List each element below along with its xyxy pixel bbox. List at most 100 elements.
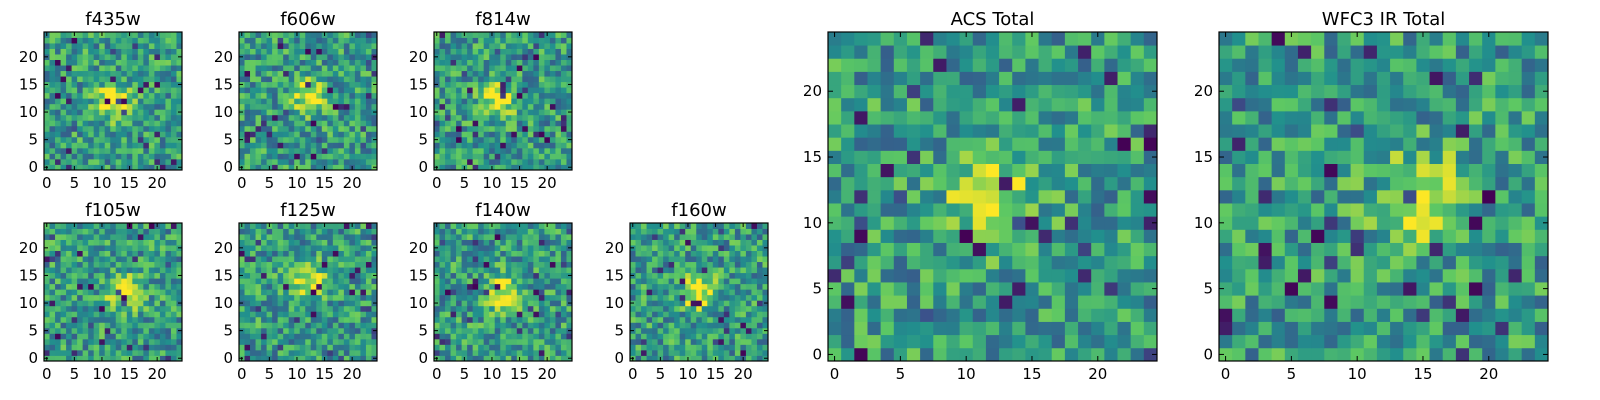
heatmap-cell (272, 81, 279, 88)
heatmap-cell (360, 239, 367, 246)
heatmap-cell (972, 203, 987, 217)
heatmap-cell (332, 147, 339, 154)
heatmap-cell (288, 349, 295, 356)
heatmap-cell (450, 234, 457, 240)
heatmap-cell (250, 153, 256, 160)
heatmap-cell (511, 65, 518, 72)
heatmap-cell (266, 272, 273, 279)
heatmap-cell (126, 147, 133, 154)
heatmap-cell (299, 43, 306, 49)
heatmap-cell (533, 322, 540, 329)
heatmap-cell (1051, 163, 1066, 178)
heatmap-cell (745, 234, 752, 240)
heatmap-cell (1012, 295, 1026, 309)
heatmap-cell (566, 43, 573, 49)
heatmap-cell (338, 333, 345, 340)
heatmap-cell (110, 349, 117, 356)
heatmap-cell (55, 32, 61, 38)
heatmap-cell (82, 272, 89, 279)
heatmap-cell (332, 81, 339, 88)
heatmap-cell (450, 294, 457, 301)
heatmap-cell (729, 250, 736, 257)
heatmap-cell (544, 278, 551, 285)
heatmap-cell (165, 109, 172, 116)
heatmap-cell (1104, 229, 1118, 243)
heatmap-cell (332, 338, 339, 345)
heatmap-cell (999, 242, 1013, 257)
heatmap-cell (439, 65, 446, 72)
heatmap-cell (49, 98, 56, 105)
heatmap-cell (544, 344, 551, 351)
heatmap-cell (121, 131, 128, 138)
heatmap-cell (154, 37, 161, 44)
heatmap-cell (110, 338, 117, 345)
heatmap-cell (115, 338, 122, 345)
heatmap-cell (461, 142, 468, 149)
heatmap-cell (439, 278, 446, 285)
heatmap-cell (1038, 216, 1053, 230)
heatmap-cell (261, 311, 267, 318)
heatmap-cell (244, 87, 251, 94)
heatmap-cell (841, 176, 855, 191)
heatmap-cell (170, 272, 177, 279)
heatmap-cell (55, 256, 61, 263)
heatmap-cell (115, 142, 122, 149)
heatmap-cell (305, 228, 312, 235)
heatmap-cell (483, 344, 490, 351)
heatmap-cell (533, 59, 540, 66)
heatmap-cell (445, 333, 451, 340)
heatmap-cell (159, 327, 166, 334)
heatmap-cell (489, 131, 496, 138)
heatmap-cell (121, 344, 128, 351)
heatmap-cell (159, 136, 166, 143)
heatmap-cell (641, 250, 647, 257)
heatmap-cell (148, 289, 155, 296)
heatmap-cell (439, 322, 446, 329)
heatmap-cell (841, 150, 855, 164)
heatmap-cell (740, 250, 747, 257)
heatmap-cell (354, 322, 361, 329)
heatmap-cell (674, 305, 681, 312)
heatmap-cell (478, 120, 485, 127)
heatmap-cell (707, 300, 714, 307)
heatmap-cell (148, 327, 155, 334)
heatmap-cell (906, 163, 921, 178)
heatmap-cell (478, 114, 485, 121)
heatmap-cell (170, 338, 177, 345)
heatmap-cell (663, 338, 670, 345)
heatmap-cell (500, 125, 507, 132)
heatmap-cell (456, 245, 462, 251)
heatmap-cell (261, 109, 267, 116)
heatmap-cell (972, 189, 987, 204)
heatmap-cell (99, 344, 106, 351)
heatmap-cell (165, 322, 172, 329)
heatmap-cell (500, 98, 507, 105)
heatmap-cell (646, 338, 653, 345)
heatmap-cell (338, 48, 345, 55)
heatmap-cell (338, 344, 345, 351)
heatmap-cell (365, 103, 372, 110)
heatmap-cell (478, 322, 485, 329)
heatmap-cell (338, 223, 345, 229)
heatmap-cell (104, 109, 111, 116)
heatmap-cell (104, 92, 111, 99)
heatmap-cell (522, 32, 529, 38)
heatmap-cell (972, 255, 987, 270)
heatmap-cell (244, 92, 251, 99)
heatmap-cell (1091, 334, 1105, 349)
heatmap-cell (646, 250, 653, 257)
heatmap-cell (946, 242, 960, 257)
heatmap-cell (668, 245, 675, 251)
heatmap-cell (71, 300, 78, 307)
heatmap-cell (434, 283, 440, 290)
heatmap-cell (371, 120, 378, 127)
heatmap-cell (250, 164, 256, 171)
heatmap-cell (115, 316, 122, 323)
heatmap-cell (1012, 334, 1026, 349)
heatmap-cell (165, 333, 172, 340)
heatmap-cell (143, 250, 150, 257)
heatmap-cell (511, 98, 518, 105)
heatmap-cell (483, 98, 490, 105)
heatmap-cell (255, 327, 262, 334)
heatmap-cell (148, 43, 155, 49)
